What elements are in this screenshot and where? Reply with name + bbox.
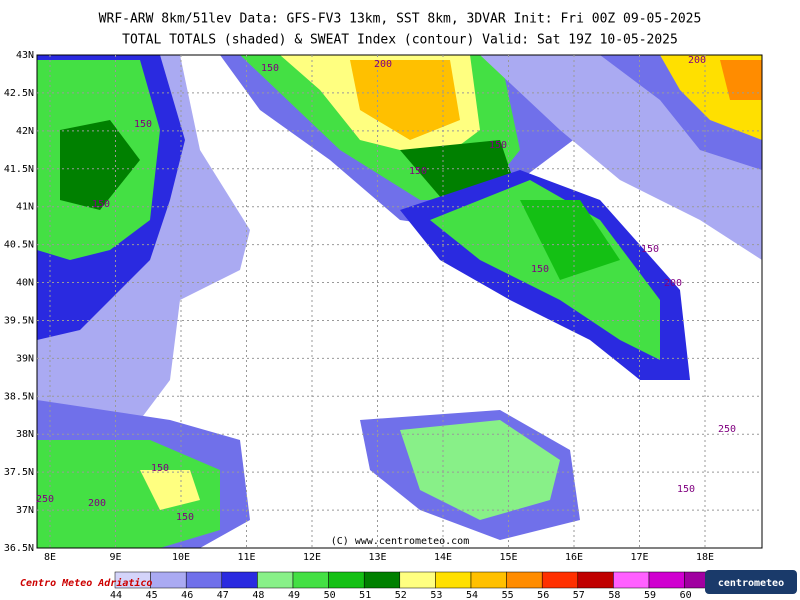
colorbar-tick-label: 47 <box>217 590 229 600</box>
lat-label: 38N <box>16 429 34 440</box>
lon-label: 17E <box>630 552 648 563</box>
contour-label: 150 <box>151 463 169 474</box>
colorbar-tick-label: 59 <box>644 590 656 600</box>
contour-label: 150 <box>641 244 659 255</box>
colorbar-swatch <box>185 571 223 589</box>
colorbar-tick-label: 55 <box>502 590 514 600</box>
contour-label: 150 <box>92 199 110 210</box>
logo-right: centrometeo <box>718 578 784 589</box>
lon-label: 16E <box>565 552 583 563</box>
colorbar-swatch <box>328 571 365 589</box>
colorbar-swatch <box>257 571 294 589</box>
contour-label: 150 <box>531 264 549 275</box>
colorbar-tick-label: 50 <box>324 590 336 600</box>
colorbar-tick-label: 46 <box>181 590 193 600</box>
colorbar-tick-label: 57 <box>573 590 585 600</box>
colorbar-swatch <box>363 571 401 589</box>
logo-left: Centro Meteo Adriatico <box>20 577 152 589</box>
lat-label: 41N <box>16 202 34 213</box>
lon-label: 18E <box>696 552 714 563</box>
contour-label: 150 <box>409 166 427 177</box>
grid <box>37 55 762 548</box>
lat-label: 42.5N <box>4 88 34 99</box>
lat-label: 40.5N <box>4 240 34 251</box>
map-frame: 43N 42.5N 42N 41.5N 41N 40.5N 40N 39.5N 39N 38.5N… <box>4 50 763 563</box>
lon-label: 11E <box>237 552 255 563</box>
contour-label: 200 <box>688 55 706 66</box>
lat-label: 38.5N <box>4 391 34 402</box>
lat-label: 36.5N <box>4 543 34 554</box>
lat-label: 37N <box>16 505 34 516</box>
lon-label: 13E <box>368 552 386 563</box>
colorbar-swatch <box>435 571 472 589</box>
lon-label: 15E <box>499 552 517 563</box>
lat-label: 39N <box>16 353 34 364</box>
logo-right-box <box>705 570 797 594</box>
colorbar-swatch <box>648 571 685 589</box>
contour-label: 250 <box>36 494 54 505</box>
contour-label: 200 <box>664 278 682 289</box>
colorbar-swatch <box>506 571 543 589</box>
contour-label: 150 <box>261 63 279 74</box>
colorbar-tick-label: 45 <box>146 590 158 600</box>
lon-label: 8E <box>44 552 56 563</box>
credit: (C) www.centrometeo.com <box>331 536 469 547</box>
colorbar-tick-label: 52 <box>395 590 407 600</box>
colorbar-swatch <box>470 571 507 589</box>
colorbar-tick-label: 54 <box>466 590 478 600</box>
colorbar-tick-label: 49 <box>288 590 300 600</box>
header-line1: WRF-ARW 8km/51lev Data: GFS-FV3 13km, SS… <box>99 12 702 27</box>
colorbar-swatch <box>613 571 650 589</box>
contour-label: 150 <box>489 140 507 151</box>
colorbar-tick-label: 56 <box>537 590 549 600</box>
lat-label: 41.5N <box>4 164 34 175</box>
lat-label: 43N <box>16 50 34 61</box>
contour-label: 200 <box>88 498 106 509</box>
colorbar-swatch <box>292 571 329 589</box>
contour-label: 150 <box>134 119 152 130</box>
colorbar-swatch <box>541 571 579 589</box>
contour-label: 150 <box>176 512 194 523</box>
colorbar-swatch <box>221 571 258 589</box>
colorbar-swatch <box>577 571 614 589</box>
colorbar-swatch <box>150 571 187 589</box>
colorbar-tick-label: 53 <box>430 590 442 600</box>
colorbar-swatch <box>399 571 436 589</box>
contour-label: 150 <box>677 484 695 495</box>
lon-label: 14E <box>434 552 452 563</box>
header-line2: TOTAL TOTALS (shaded) & SWEAT Index (con… <box>122 33 678 48</box>
colorbar-tick-label: 48 <box>252 590 264 600</box>
colorbar-tick-label: 44 <box>110 590 122 600</box>
lon-label: 10E <box>172 552 190 563</box>
lat-label: 39.5N <box>4 315 34 326</box>
lat-label: 37.5N <box>4 467 34 478</box>
lat-label: 40N <box>16 278 34 289</box>
contour-label: 200 <box>374 59 392 70</box>
colorbar-tick-label: 60 <box>680 590 692 600</box>
contour-label: 250 <box>718 424 736 435</box>
lon-label: 9E <box>109 552 121 563</box>
lon-label: 12E <box>303 552 321 563</box>
colorbar: 44 45 46 47 48 49 50 51 52 53 54 55 56 57 58 59 60 <box>110 571 721 600</box>
lat-label: 42N <box>16 126 34 137</box>
colorbar-tick-label: 58 <box>608 590 620 600</box>
colorbar-tick-label: 51 <box>359 590 371 600</box>
